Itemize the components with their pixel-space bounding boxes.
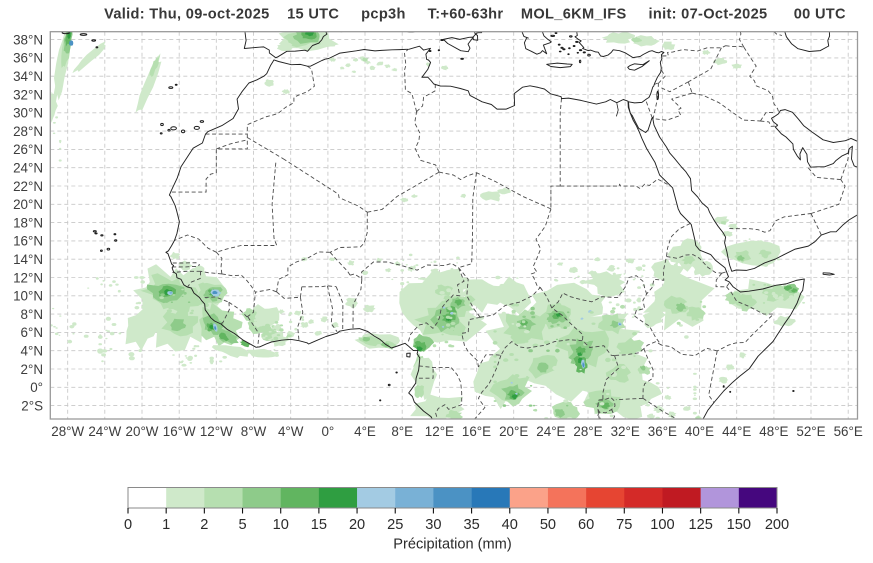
svg-text:16°N: 16°N xyxy=(13,234,43,249)
svg-text:14°N: 14°N xyxy=(13,252,43,267)
svg-text:0: 0 xyxy=(124,517,132,533)
svg-text:25: 25 xyxy=(387,517,403,533)
svg-text:0°: 0° xyxy=(30,380,43,395)
svg-text:24°E: 24°E xyxy=(536,424,565,439)
svg-text:75: 75 xyxy=(616,517,632,533)
svg-text:6°N: 6°N xyxy=(21,325,43,340)
svg-text:44°E: 44°E xyxy=(722,424,751,439)
svg-text:38°N: 38°N xyxy=(13,32,43,47)
svg-text:125: 125 xyxy=(688,517,712,533)
svg-text:32°N: 32°N xyxy=(13,87,43,102)
svg-text:20°N: 20°N xyxy=(13,197,43,212)
svg-text:4°W: 4°W xyxy=(278,424,304,439)
svg-text:150: 150 xyxy=(727,517,751,533)
svg-text:4°E: 4°E xyxy=(354,424,376,439)
svg-text:36°N: 36°N xyxy=(13,51,43,66)
svg-text:36°E: 36°E xyxy=(648,424,677,439)
svg-text:0°: 0° xyxy=(321,424,334,439)
svg-text:32°E: 32°E xyxy=(611,424,640,439)
svg-text:12°E: 12°E xyxy=(425,424,454,439)
svg-text:Valid: Thu, 09-oct-2025 15: Valid: Thu, 09-oct-2025 15 UTC pcp3h T:+… xyxy=(104,7,846,23)
svg-text:1: 1 xyxy=(162,517,170,533)
svg-text:20°E: 20°E xyxy=(499,424,528,439)
svg-text:30°N: 30°N xyxy=(13,106,43,121)
svg-text:50: 50 xyxy=(540,517,556,533)
svg-text:200: 200 xyxy=(765,517,789,533)
svg-text:15: 15 xyxy=(311,517,327,533)
svg-text:2°N: 2°N xyxy=(21,362,43,377)
svg-text:22°N: 22°N xyxy=(13,179,43,194)
svg-text:18°N: 18°N xyxy=(13,215,43,230)
svg-text:5: 5 xyxy=(238,517,246,533)
svg-text:28°W: 28°W xyxy=(51,424,84,439)
svg-text:8°W: 8°W xyxy=(241,424,267,439)
svg-text:16°W: 16°W xyxy=(163,424,196,439)
svg-text:2°S: 2°S xyxy=(21,398,43,413)
svg-text:12°N: 12°N xyxy=(13,270,43,285)
svg-text:24°W: 24°W xyxy=(88,424,121,439)
svg-text:52°E: 52°E xyxy=(796,424,825,439)
svg-text:10°N: 10°N xyxy=(13,289,43,304)
svg-text:20: 20 xyxy=(349,517,365,533)
svg-text:20°W: 20°W xyxy=(126,424,159,439)
svg-text:48°E: 48°E xyxy=(759,424,788,439)
svg-text:2: 2 xyxy=(200,517,208,533)
svg-text:10: 10 xyxy=(273,517,289,533)
svg-text:Précipitation (mm): Précipitation (mm) xyxy=(393,537,511,553)
svg-text:100: 100 xyxy=(650,517,674,533)
svg-text:60: 60 xyxy=(578,517,594,533)
svg-text:26°N: 26°N xyxy=(13,142,43,157)
svg-text:30: 30 xyxy=(425,517,441,533)
svg-text:35: 35 xyxy=(463,517,479,533)
svg-text:8°E: 8°E xyxy=(391,424,413,439)
svg-text:40: 40 xyxy=(502,517,518,533)
svg-text:40°E: 40°E xyxy=(685,424,714,439)
svg-text:28°E: 28°E xyxy=(573,424,602,439)
svg-text:4°N: 4°N xyxy=(21,344,43,359)
svg-text:28°N: 28°N xyxy=(13,124,43,139)
svg-text:56°E: 56°E xyxy=(834,424,863,439)
svg-text:34°N: 34°N xyxy=(13,69,43,84)
svg-text:12°W: 12°W xyxy=(200,424,233,439)
svg-text:24°N: 24°N xyxy=(13,161,43,176)
svg-text:8°N: 8°N xyxy=(21,307,43,322)
svg-text:16°E: 16°E xyxy=(462,424,491,439)
